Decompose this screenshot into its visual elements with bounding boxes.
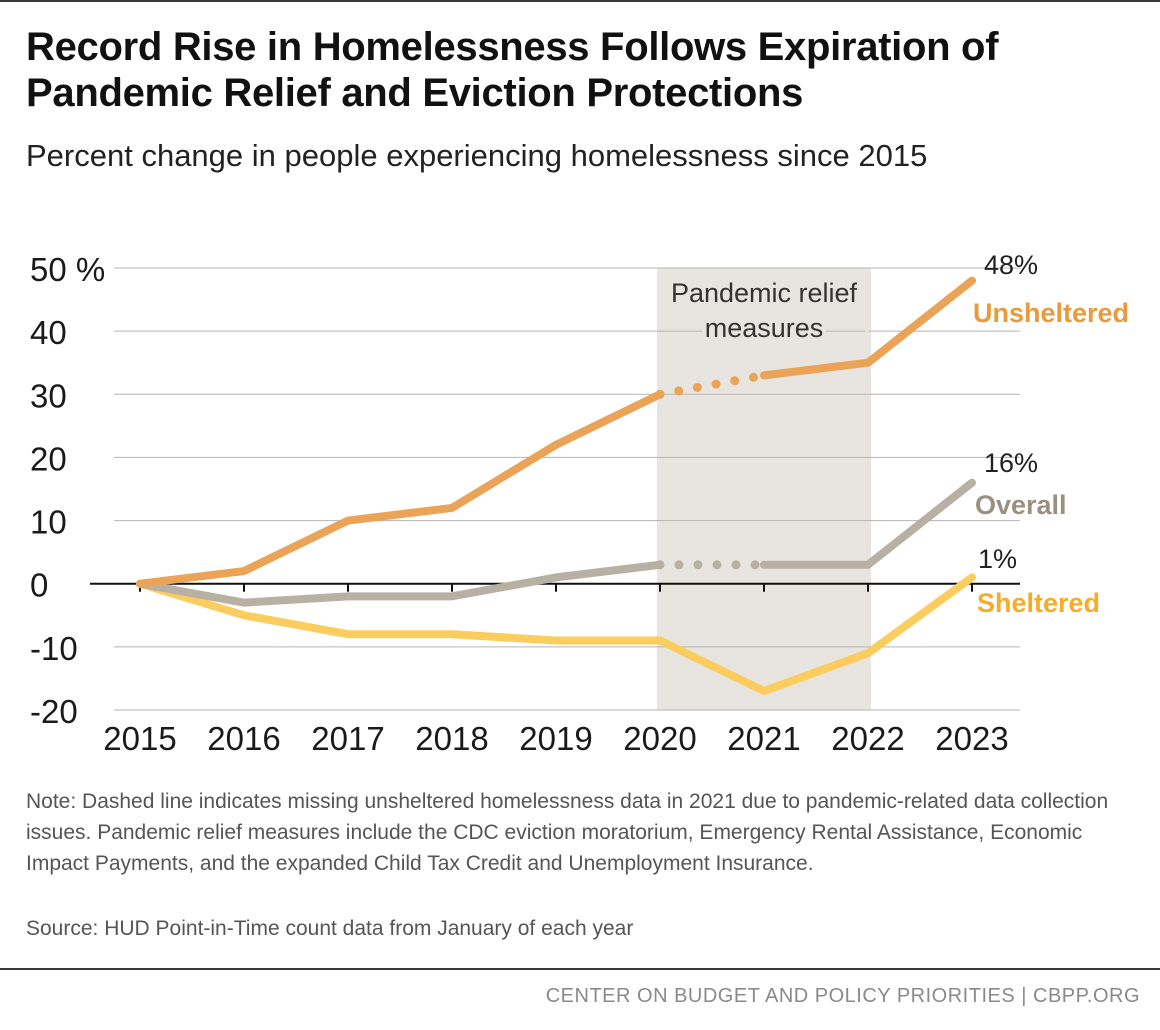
overall-line — [136, 478, 976, 607]
labels-layer: Pandemic relief measures 48% Unsheltered 16%… — [671, 250, 1129, 618]
chart-note: Note: Dashed line indicates missing unsh… — [26, 790, 1109, 875]
x-tick-label: 2016 — [207, 720, 280, 757]
sheltered-line — [136, 573, 976, 696]
y-tick-label: 30 — [30, 377, 67, 414]
x-tick-label: 2020 — [623, 720, 696, 757]
y-tick-label: -20 — [30, 693, 78, 730]
top-rule — [0, 0, 1160, 2]
x-tick-label: 2017 — [311, 720, 384, 757]
sheltered-end-value: 1% — [978, 544, 1017, 574]
axes-layer: 50 % 40 30 20 10 0 -10 -20 2015 2016 2017 2018 2019 2… — [30, 251, 1020, 757]
gridlines-layer — [114, 267, 1020, 711]
line-chart: 50 % 40 30 20 10 0 -10 -20 2015 2016 2017 2018 2019 2… — [30, 250, 1129, 757]
unsheltered-end-value: 48% — [984, 250, 1038, 280]
y-tick-label: 40 — [30, 314, 67, 351]
unsheltered-series-label: Unsheltered — [973, 298, 1129, 328]
x-tick-label: 2021 — [727, 720, 800, 757]
overall-end-value: 16% — [984, 448, 1038, 478]
chart-title: Record Rise in Homelessness Follows Expi… — [26, 25, 999, 115]
y-tick-label: 0 — [30, 567, 48, 604]
region-label-mask — [865, 320, 869, 340]
region-label-mask — [702, 318, 826, 342]
x-tick-label: 2022 — [831, 720, 904, 757]
chart-subtitle: Percent change in people experiencing ho… — [26, 138, 928, 173]
chart-source: Source: HUD Point-in-Time count data fro… — [26, 917, 634, 940]
region-label: Pandemic relief — [671, 278, 858, 308]
overall-series-label: Overall — [975, 490, 1067, 520]
x-tick-label: 2019 — [519, 720, 592, 757]
y-tick-label: 50 % — [30, 251, 105, 288]
x-tick-label: 2015 — [103, 720, 176, 757]
region-label: measures — [705, 313, 824, 343]
unsheltered-dotted-segment — [655, 370, 769, 399]
bottom-rule — [0, 968, 1160, 970]
x-tick-label: 2018 — [415, 720, 488, 757]
series-layer — [136, 276, 976, 696]
x-tick-label: 2023 — [935, 720, 1008, 757]
sheltered-series-label: Sheltered — [977, 588, 1100, 618]
unsheltered-line — [136, 276, 976, 588]
y-tick-label: 10 — [30, 504, 67, 541]
y-tick-label: -10 — [30, 630, 78, 667]
footer-credit: CENTER ON BUDGET AND POLICY PRIORITIES |… — [545, 985, 1140, 1007]
y-tick-label: 20 — [30, 440, 67, 477]
